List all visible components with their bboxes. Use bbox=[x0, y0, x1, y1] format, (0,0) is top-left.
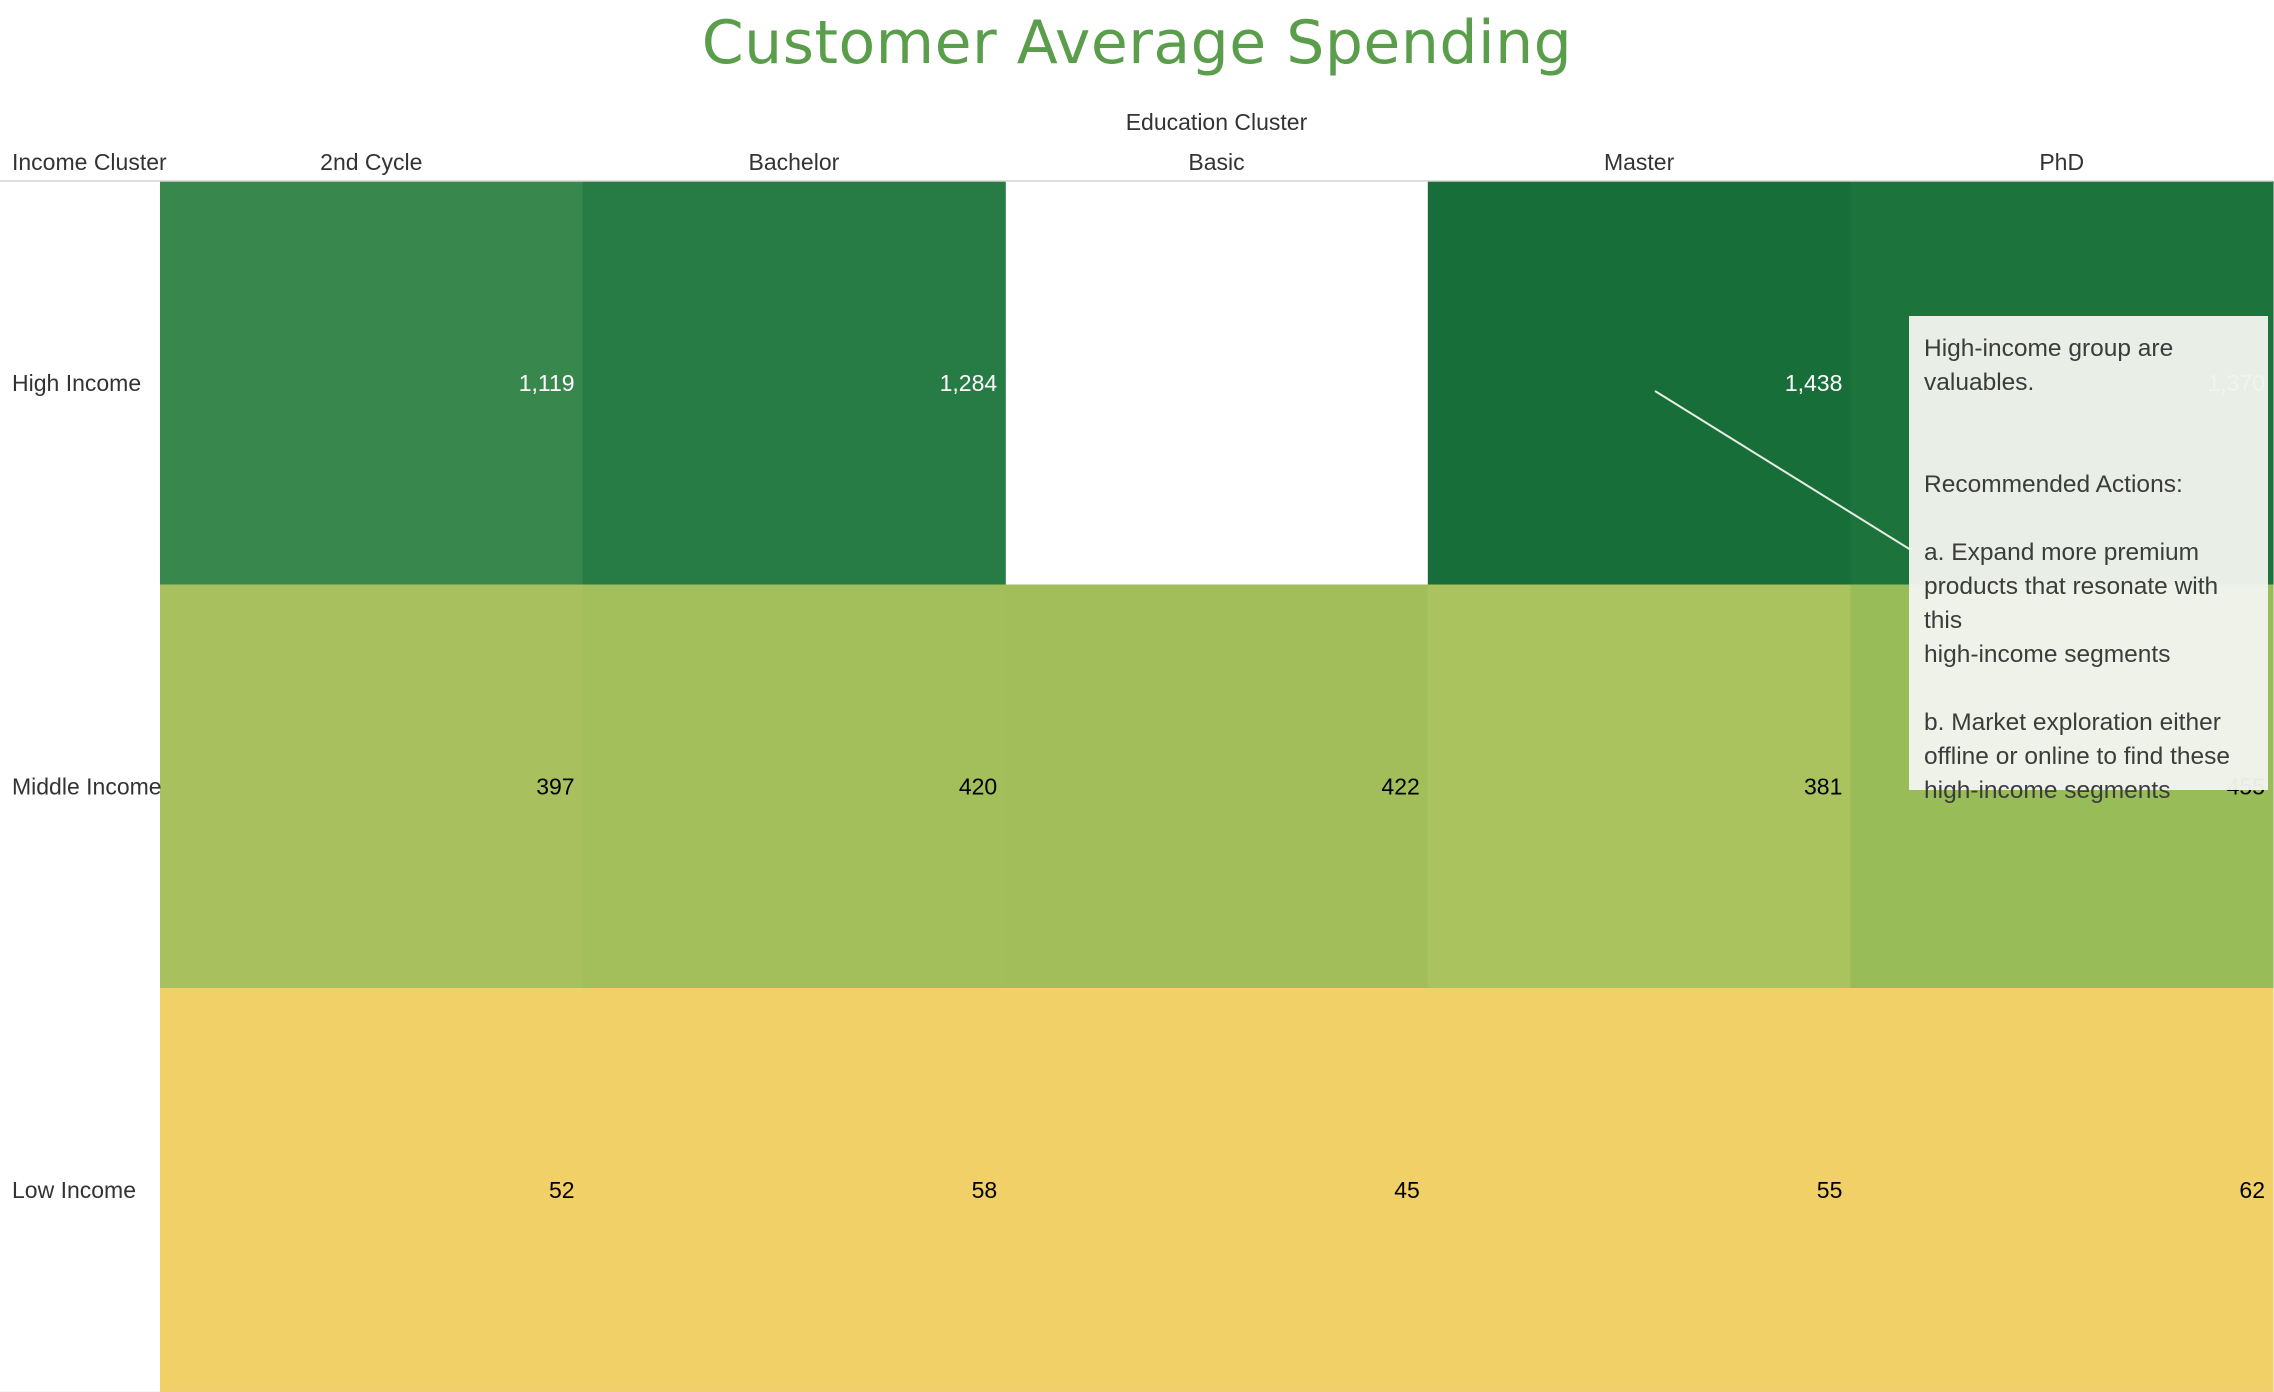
y-axis-title: Income Cluster bbox=[12, 149, 167, 175]
heatmap-cell bbox=[160, 584, 584, 989]
annotation-callout: High-income group are valuables. Recomme… bbox=[1909, 316, 2268, 804]
annotation-spacer bbox=[1924, 400, 2254, 434]
row-label: High Income bbox=[12, 370, 141, 396]
value-label: 381 bbox=[1804, 773, 1842, 799]
row-label: Middle Income bbox=[12, 773, 162, 799]
x-axis-title: Education Cluster bbox=[1126, 109, 1308, 135]
heatmap-cell bbox=[1427, 988, 1851, 1392]
heatmap-cell bbox=[582, 181, 1006, 586]
annotation-spacer bbox=[1924, 434, 2254, 468]
annotation-spacer bbox=[1924, 672, 2254, 706]
value-label: 62 bbox=[2239, 1177, 2265, 1203]
heatmap-cell bbox=[1427, 181, 1851, 586]
column-header: 2nd Cycle bbox=[320, 149, 422, 175]
value-label: 55 bbox=[1817, 1177, 1843, 1203]
column-header: PhD bbox=[2039, 149, 2084, 175]
annotation-spacer bbox=[1924, 502, 2254, 536]
heatmap-cell bbox=[1427, 584, 1851, 989]
value-label: 397 bbox=[536, 773, 574, 799]
chart-title: Customer Average Spending bbox=[701, 8, 1573, 78]
grid-lines bbox=[0, 180, 2273, 1392]
annotation-paragraph-3: a. Expand more premium products that res… bbox=[1924, 539, 2219, 668]
value-label: 58 bbox=[972, 1177, 998, 1203]
value-label: 1,438 bbox=[1785, 370, 1843, 396]
column-header: Master bbox=[1604, 149, 1675, 175]
heatmap-cell bbox=[1850, 988, 2274, 1392]
value-label: 420 bbox=[959, 773, 997, 799]
value-label: 52 bbox=[549, 1177, 575, 1203]
value-label: 1,119 bbox=[519, 370, 575, 396]
heatmap-cell bbox=[582, 584, 1006, 989]
value-label: 1,284 bbox=[940, 370, 998, 396]
annotation-paragraph-1: High-income group are valuables. bbox=[1924, 335, 2174, 396]
heatmap-cell bbox=[582, 988, 1006, 1392]
heatmap-cell bbox=[1005, 988, 1429, 1392]
value-label: 45 bbox=[1394, 1177, 1420, 1203]
annotation-paragraph-4: b. Market exploration either offline or … bbox=[1924, 709, 2231, 804]
annotation-leader-line bbox=[1654, 390, 1912, 551]
headers: Education Cluster Income Cluster 2nd Cycle… bbox=[12, 109, 2084, 175]
row-label: Low Income bbox=[12, 1177, 136, 1203]
row-labels: High Income Middle Income Low Income bbox=[12, 370, 162, 1203]
heatmap-cell bbox=[160, 988, 584, 1392]
heatmap-cell bbox=[1005, 584, 1429, 989]
value-label: 422 bbox=[1381, 773, 1419, 799]
annotation-paragraph-2: Recommended Actions: bbox=[1924, 471, 2183, 498]
column-header: Bachelor bbox=[749, 149, 840, 175]
column-header: Basic bbox=[1188, 149, 1244, 175]
heatmap-cell bbox=[160, 181, 584, 586]
